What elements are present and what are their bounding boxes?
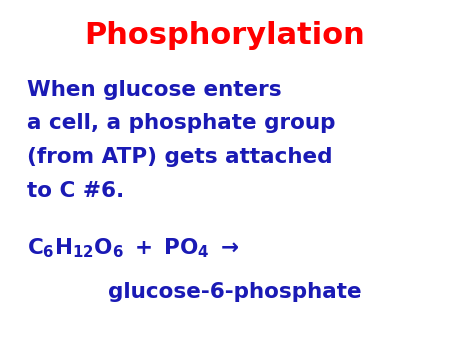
Text: to C #6.: to C #6. bbox=[27, 181, 124, 201]
Text: (from ATP) gets attached: (from ATP) gets attached bbox=[27, 147, 333, 167]
Text: glucose-6-phosphate: glucose-6-phosphate bbox=[108, 282, 362, 303]
Text: Phosphorylation: Phosphorylation bbox=[85, 21, 365, 50]
Text: $\mathbf{C_6H_{12}O_6}$$\mathbf{\ +\ PO_4\ \rightarrow}$: $\mathbf{C_6H_{12}O_6}$$\mathbf{\ +\ PO_… bbox=[27, 237, 239, 260]
Text: When glucose enters: When glucose enters bbox=[27, 79, 282, 100]
Text: a cell, a phosphate group: a cell, a phosphate group bbox=[27, 113, 336, 134]
